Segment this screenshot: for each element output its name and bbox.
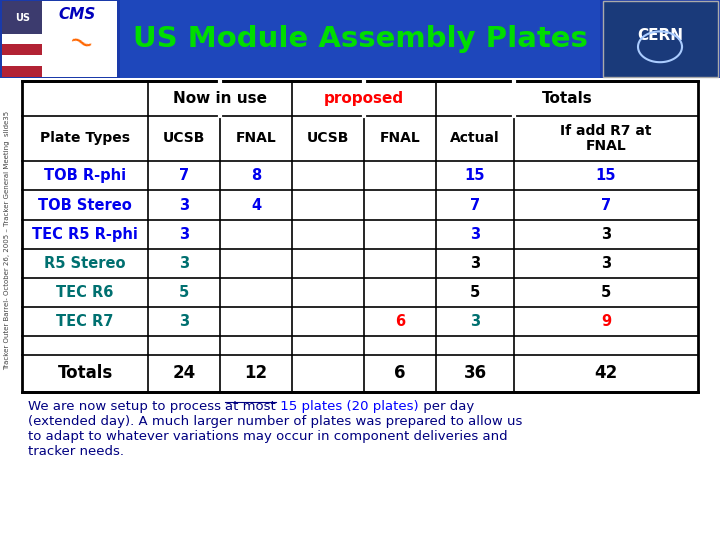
Bar	[2, 1, 42, 33]
Bar	[22, 81, 698, 392]
Text: 36: 36	[464, 364, 487, 382]
Text: CERN: CERN	[637, 28, 683, 43]
Text: to adapt to whatever variations may occur in component deliveries and: to adapt to whatever variations may occu…	[28, 430, 508, 443]
Text: proposed: proposed	[324, 91, 404, 106]
Text: Totals: Totals	[541, 91, 593, 106]
Text: 5: 5	[470, 285, 480, 300]
Text: FNAL: FNAL	[235, 131, 276, 145]
Bar	[2, 1, 117, 77]
Text: UCSB: UCSB	[163, 131, 205, 145]
Text: TEC R6: TEC R6	[56, 285, 114, 300]
Text: 12: 12	[244, 364, 268, 382]
Text: 15: 15	[464, 168, 485, 184]
Text: 15: 15	[595, 168, 616, 184]
Text: TOB Stereo: TOB Stereo	[38, 198, 132, 213]
Text: 6: 6	[395, 364, 406, 382]
Bar	[2, 1, 42, 12]
Text: at most: at most	[225, 400, 276, 413]
Bar	[120, 0, 600, 78]
Text: 42: 42	[595, 364, 618, 382]
Text: ~: ~	[63, 27, 97, 63]
Text: 3: 3	[601, 227, 611, 242]
Text: 6: 6	[395, 314, 405, 329]
Text: 3: 3	[470, 314, 480, 329]
Bar	[2, 12, 42, 23]
Text: 3: 3	[179, 314, 189, 329]
Text: 3: 3	[179, 227, 189, 242]
Bar	[603, 1, 718, 77]
Text: 3: 3	[601, 256, 611, 271]
Text: Actual: Actual	[450, 131, 500, 145]
Text: US Module Assembly Plates: US Module Assembly Plates	[132, 25, 588, 53]
Text: 3: 3	[470, 227, 480, 242]
Text: 9: 9	[601, 314, 611, 329]
Bar	[2, 33, 42, 44]
Text: 3: 3	[179, 198, 189, 213]
Text: We are now setup to process: We are now setup to process	[28, 400, 225, 413]
Text: 7: 7	[470, 198, 480, 213]
Bar	[2, 23, 42, 33]
Text: 8: 8	[251, 168, 261, 184]
Text: 3: 3	[179, 256, 189, 271]
Text: TEC R7: TEC R7	[56, 314, 114, 329]
Text: 15 plates (20 plates): 15 plates (20 plates)	[276, 400, 418, 413]
Text: 3: 3	[470, 256, 480, 271]
Text: CMS: CMS	[58, 7, 96, 22]
Text: 7: 7	[179, 168, 189, 184]
Text: Now in use: Now in use	[173, 91, 267, 106]
Text: Plate Types: Plate Types	[40, 131, 130, 145]
Bar	[0, 0, 720, 78]
Text: R5 Stereo: R5 Stereo	[44, 256, 126, 271]
Bar	[2, 44, 42, 55]
Text: US: US	[14, 13, 30, 23]
Text: 7: 7	[601, 198, 611, 213]
Text: tracker needs.: tracker needs.	[28, 445, 124, 458]
Text: 4: 4	[251, 198, 261, 213]
Text: TEC R5 R-phi: TEC R5 R-phi	[32, 227, 138, 242]
Bar	[2, 66, 42, 77]
Text: (extended day). A much larger number of plates was prepared to allow us: (extended day). A much larger number of …	[28, 415, 523, 428]
Text: 24: 24	[172, 364, 196, 382]
Text: 5: 5	[179, 285, 189, 300]
Text: Totals: Totals	[58, 364, 112, 382]
Text: TOB R-phi: TOB R-phi	[44, 168, 126, 184]
Text: If add R7 at
FNAL: If add R7 at FNAL	[560, 124, 652, 153]
Text: per day: per day	[418, 400, 474, 413]
Text: 5: 5	[601, 285, 611, 300]
Text: Tracker Outer Barrel- October 26, 2005 – Tracker General Meeting  slide35: Tracker Outer Barrel- October 26, 2005 –…	[4, 111, 10, 369]
Bar	[2, 55, 42, 66]
Bar	[22, 81, 698, 392]
Text: FNAL: FNAL	[379, 131, 420, 145]
Text: UCSB: UCSB	[307, 131, 349, 145]
